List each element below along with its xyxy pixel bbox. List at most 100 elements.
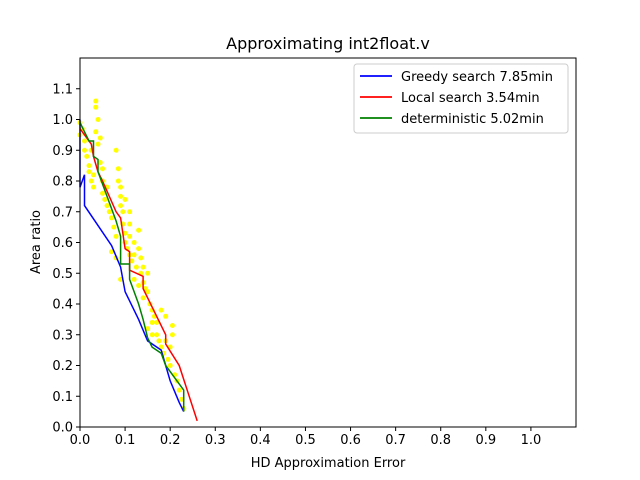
- scatter-point: [136, 246, 142, 252]
- scatter-point: [149, 332, 155, 338]
- x-tick-label: 0.5: [295, 433, 316, 448]
- x-axis-title: HD Approximation Error: [251, 456, 406, 471]
- scatter-point: [104, 203, 110, 209]
- scatter-point: [82, 138, 88, 144]
- scatter-point: [169, 323, 175, 329]
- scatter-point: [129, 258, 135, 264]
- legend-label-2: deterministic 5.02min: [401, 112, 544, 127]
- chart-title: Approximating int2float.v: [226, 34, 430, 53]
- scatter-point: [100, 166, 106, 172]
- y-tick-label: 0.5: [52, 267, 73, 282]
- scatter-point: [158, 344, 164, 350]
- y-tick-label: 0.8: [52, 175, 73, 190]
- y-tick-label: 0.3: [52, 328, 73, 343]
- y-axis-title: Area ratio: [29, 210, 44, 274]
- scatter-point: [118, 193, 124, 199]
- scatter-point: [118, 203, 124, 209]
- x-tick-label: 1.0: [521, 433, 542, 448]
- scatter-point: [113, 147, 119, 153]
- scatter-point: [113, 233, 119, 239]
- scatter-point: [122, 196, 128, 202]
- scatter-point: [127, 221, 133, 227]
- y-tick-label: 0.2: [52, 359, 73, 374]
- scatter-point: [93, 98, 99, 104]
- y-tick-label: 1.1: [52, 82, 73, 97]
- scatter-point: [97, 135, 103, 141]
- scatter-point: [91, 172, 97, 178]
- y-tick-label: 0.6: [52, 236, 73, 251]
- scatter-point: [145, 289, 151, 295]
- scatter-point: [156, 338, 162, 344]
- scatter-point: [93, 129, 99, 135]
- y-tick-label: 0.7: [52, 205, 73, 220]
- scatter-point: [133, 264, 139, 270]
- scatter-point: [140, 264, 146, 270]
- plot-frame: [79, 57, 577, 428]
- series-line-2: [79, 122, 185, 412]
- y-tick-label: 0.1: [52, 390, 73, 405]
- legend-box: [353, 63, 569, 134]
- y-tick-label: 0.9: [52, 144, 73, 159]
- legend-label-0: Greedy search 7.85min: [401, 70, 553, 85]
- scatter-point: [165, 356, 171, 362]
- scatter-point: [136, 283, 142, 289]
- x-tick-label: 0.2: [160, 433, 181, 448]
- series-line-0: [79, 119, 185, 412]
- scatter-point: [100, 190, 106, 196]
- scatter-point: [102, 196, 108, 202]
- x-tick-label: 0.8: [430, 433, 451, 448]
- scatter-point: [154, 332, 160, 338]
- scatter-point: [115, 178, 121, 184]
- plot-area: [77, 98, 198, 422]
- scatter-point: [115, 166, 121, 172]
- y-tick-label: 0.4: [52, 298, 73, 313]
- scatter-point: [86, 169, 92, 175]
- legend: Greedy search 7.85min Local search 3.54mi…: [353, 63, 569, 134]
- scatter-point: [122, 230, 128, 236]
- scatter-point: [109, 249, 115, 255]
- scatter-point: [127, 209, 133, 215]
- scatter-point: [158, 307, 164, 313]
- scatter-point: [136, 227, 142, 233]
- scatter-point: [131, 240, 137, 245]
- y-axis: 0.0 0.1 0.2 0.3 0.4 0.5 0.6 0.7 0.8 0.9 1.0 1.1: [52, 82, 80, 436]
- scatter-point: [95, 117, 101, 122]
- scatter-point: [127, 233, 133, 239]
- x-tick-label: 0.6: [340, 433, 361, 448]
- scatter-point: [84, 153, 90, 159]
- scatter-point: [138, 255, 144, 261]
- legend-label-1: Local search 3.54min: [401, 91, 540, 106]
- scatter-point: [131, 276, 137, 282]
- scatter-point: [88, 178, 94, 184]
- scatter-point: [118, 184, 124, 190]
- x-axis: 0.0 0.1 0.2 0.3 0.4 0.5 0.6 0.7 0.8 0.9 1.0: [70, 427, 542, 448]
- scatter-point: [93, 104, 99, 110]
- x-tick-label: 0.4: [250, 433, 271, 448]
- scatter-point: [167, 363, 173, 368]
- scatter-point: [176, 387, 182, 393]
- scatter-point: [86, 163, 92, 169]
- scatter-point: [120, 209, 126, 215]
- scatter-point: [97, 160, 103, 166]
- scatter-point: [163, 313, 169, 319]
- scatter-point: [154, 319, 160, 325]
- y-tick-label: 1.0: [52, 113, 73, 128]
- scatter-point: [145, 270, 151, 276]
- x-tick-label: 0.9: [475, 433, 496, 448]
- y-tick-label: 0.0: [52, 421, 73, 436]
- scatter-point: [106, 209, 112, 215]
- scatter-point: [169, 332, 175, 338]
- x-tick-label: 0.3: [205, 433, 226, 448]
- scatter-point: [82, 147, 88, 153]
- scatter-point: [111, 224, 117, 230]
- x-tick-label: 0.0: [70, 433, 91, 448]
- scatter-point: [178, 396, 184, 402]
- x-tick-label: 0.7: [385, 433, 406, 448]
- scatter-point: [91, 184, 97, 190]
- scatter-point: [109, 215, 115, 221]
- scatter-point: [140, 295, 146, 301]
- scatter-point: [131, 252, 137, 258]
- scatter-point: [149, 319, 155, 325]
- scatter-point: [118, 276, 124, 282]
